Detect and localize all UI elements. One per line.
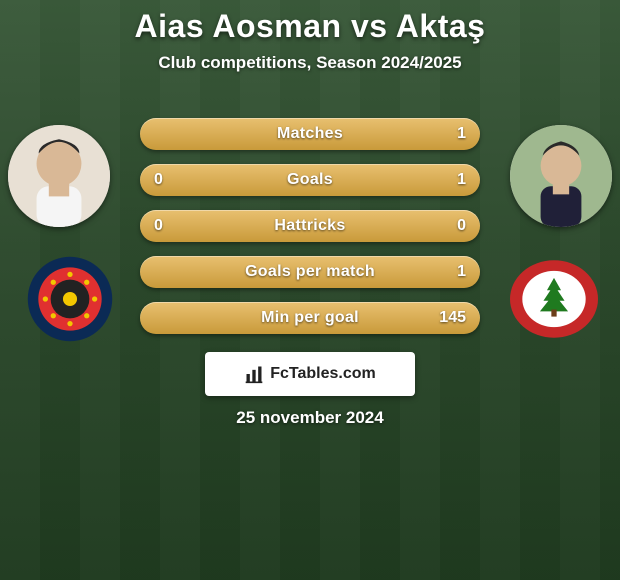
stat-label: Goals — [140, 164, 480, 196]
player-avatar-left — [8, 125, 110, 227]
stat-row: 0 Goals 1 — [140, 164, 480, 196]
club-badge-left — [26, 255, 114, 343]
stat-row: 0 Hattricks 0 — [140, 210, 480, 242]
comparison-card: Aias Aosman vs Aktaş Club competitions, … — [0, 0, 620, 580]
branding-badge: FcTables.com — [205, 352, 415, 396]
avatar-placeholder-icon — [8, 125, 110, 227]
date-text: 25 november 2024 — [0, 408, 620, 428]
stat-label: Hattricks — [140, 210, 480, 242]
club-badge-right — [504, 255, 604, 343]
club-badge-icon — [26, 255, 114, 343]
club-badge-icon — [504, 255, 604, 343]
page-title: Aias Aosman vs Aktaş — [0, 0, 620, 45]
stat-value-right: 145 — [439, 302, 466, 334]
stat-value-right: 0 — [457, 210, 466, 242]
stat-row: Matches 1 — [140, 118, 480, 150]
subtitle: Club competitions, Season 2024/2025 — [0, 53, 620, 73]
stat-label: Min per goal — [140, 302, 480, 334]
player-avatar-right — [510, 125, 612, 227]
stat-row: Min per goal 145 — [140, 302, 480, 334]
stat-value-right: 1 — [457, 256, 466, 288]
stats-rows: Matches 1 0 Goals 1 0 Hattricks 0 Goals … — [140, 118, 480, 348]
stat-label: Goals per match — [140, 256, 480, 288]
avatar-placeholder-icon — [510, 125, 612, 227]
stat-row: Goals per match 1 — [140, 256, 480, 288]
stat-value-right: 1 — [457, 164, 466, 196]
bar-chart-icon — [244, 364, 264, 384]
stat-value-right: 1 — [457, 118, 466, 150]
stat-label: Matches — [140, 118, 480, 150]
branding-text: FcTables.com — [270, 365, 376, 383]
